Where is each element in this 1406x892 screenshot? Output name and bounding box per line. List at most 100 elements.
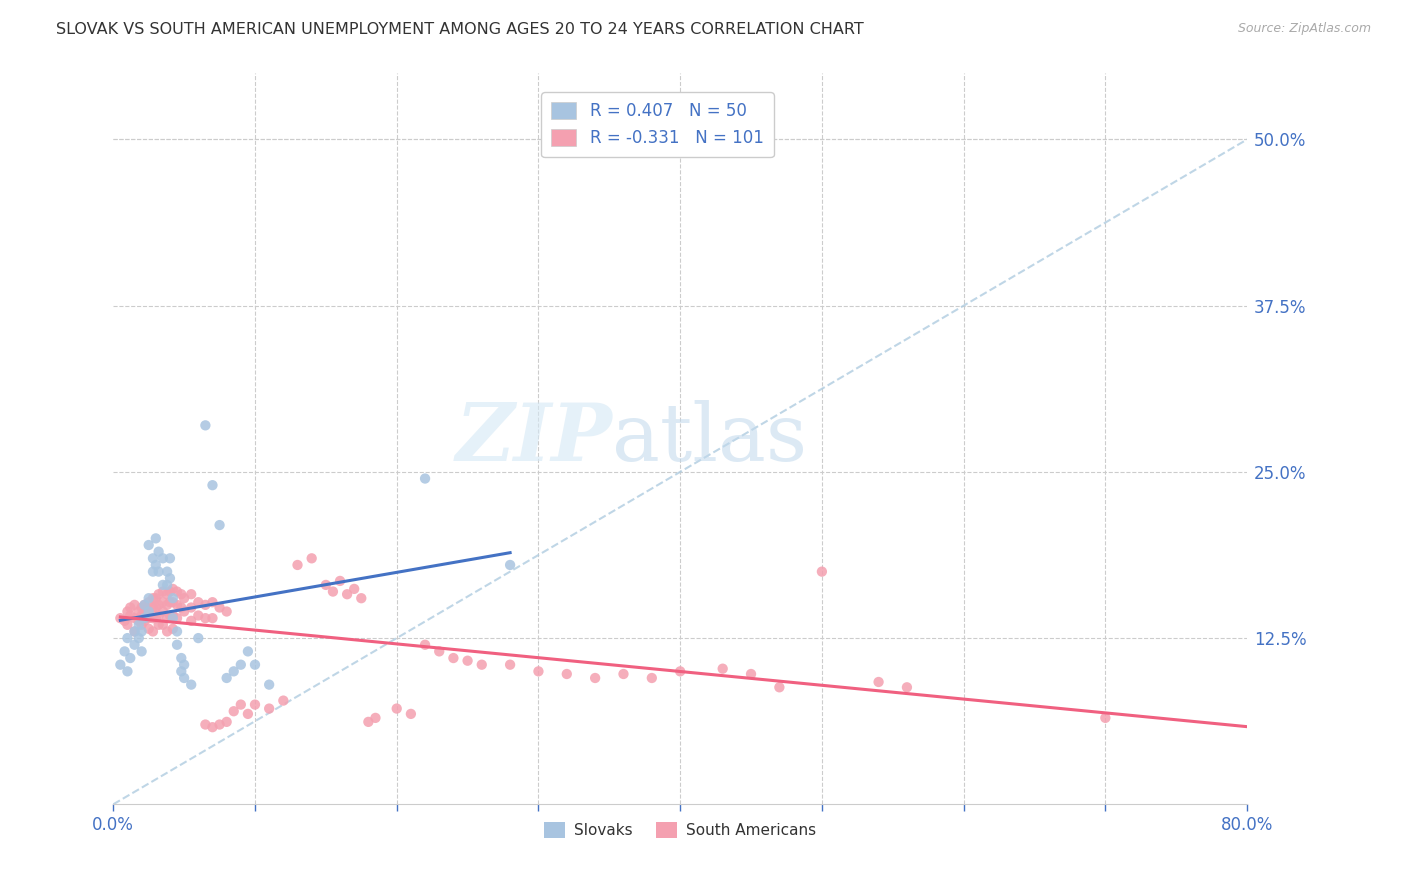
Point — [170, 651, 193, 665]
Point — [148, 617, 170, 632]
Point — [162, 595, 184, 609]
Point — [229, 657, 252, 672]
Point — [120, 608, 142, 623]
Point — [471, 657, 494, 672]
Point — [152, 551, 174, 566]
Point — [124, 598, 146, 612]
Point — [138, 538, 160, 552]
Text: ZIP: ZIP — [456, 400, 612, 477]
Point — [222, 704, 245, 718]
Point — [138, 595, 160, 609]
Point — [170, 587, 193, 601]
Point — [148, 608, 170, 623]
Point — [641, 671, 664, 685]
Point — [120, 651, 142, 665]
Point — [413, 638, 436, 652]
Point — [156, 578, 179, 592]
Point — [159, 571, 181, 585]
Point — [180, 587, 202, 601]
Point — [124, 624, 146, 639]
Point — [350, 591, 373, 606]
Point — [128, 614, 150, 628]
Point — [117, 631, 139, 645]
Point — [142, 611, 165, 625]
Point — [134, 611, 156, 625]
Point — [180, 678, 202, 692]
Point — [162, 608, 184, 623]
Point — [142, 624, 165, 639]
Point — [173, 657, 195, 672]
Point — [583, 671, 606, 685]
Point — [128, 617, 150, 632]
Point — [156, 611, 179, 625]
Point — [868, 675, 890, 690]
Point — [134, 605, 156, 619]
Point — [236, 706, 259, 721]
Point — [173, 671, 195, 685]
Point — [257, 678, 280, 692]
Point — [236, 644, 259, 658]
Point — [273, 693, 295, 707]
Point — [336, 587, 359, 601]
Point — [117, 617, 139, 632]
Point — [364, 711, 387, 725]
Point — [222, 665, 245, 679]
Point — [110, 657, 132, 672]
Point — [131, 600, 153, 615]
Text: SLOVAK VS SOUTH AMERICAN UNEMPLOYMENT AMONG AGES 20 TO 24 YEARS CORRELATION CHAR: SLOVAK VS SOUTH AMERICAN UNEMPLOYMENT AM… — [56, 22, 865, 37]
Point — [499, 558, 522, 572]
Point — [180, 614, 202, 628]
Point — [170, 665, 193, 679]
Point — [138, 611, 160, 625]
Point — [201, 478, 224, 492]
Point — [208, 600, 231, 615]
Point — [152, 578, 174, 592]
Point — [114, 644, 136, 658]
Point — [229, 698, 252, 712]
Point — [166, 638, 188, 652]
Point — [128, 605, 150, 619]
Point — [427, 644, 450, 658]
Point — [215, 605, 238, 619]
Point — [301, 551, 323, 566]
Point — [215, 714, 238, 729]
Point — [145, 591, 167, 606]
Point — [142, 565, 165, 579]
Point — [194, 598, 217, 612]
Point — [162, 582, 184, 596]
Point — [117, 665, 139, 679]
Point — [162, 611, 184, 625]
Point — [201, 611, 224, 625]
Point — [166, 584, 188, 599]
Text: Source: ZipAtlas.com: Source: ZipAtlas.com — [1237, 22, 1371, 36]
Point — [148, 565, 170, 579]
Point — [117, 605, 139, 619]
Point — [385, 701, 408, 715]
Point — [110, 611, 132, 625]
Point — [152, 605, 174, 619]
Point — [399, 706, 422, 721]
Point — [194, 717, 217, 731]
Point — [138, 605, 160, 619]
Point — [131, 608, 153, 623]
Point — [156, 565, 179, 579]
Point — [173, 591, 195, 606]
Point — [166, 624, 188, 639]
Point — [499, 657, 522, 672]
Point — [555, 667, 578, 681]
Point — [159, 608, 181, 623]
Point — [156, 587, 179, 601]
Point — [287, 558, 309, 572]
Point — [811, 565, 834, 579]
Point — [1094, 711, 1116, 725]
Point — [159, 595, 181, 609]
Point — [152, 584, 174, 599]
Point — [357, 714, 380, 729]
Text: atlas: atlas — [612, 400, 807, 477]
Point — [145, 600, 167, 615]
Point — [194, 418, 217, 433]
Point — [142, 551, 165, 566]
Point — [148, 544, 170, 558]
Point — [413, 471, 436, 485]
Point — [711, 662, 734, 676]
